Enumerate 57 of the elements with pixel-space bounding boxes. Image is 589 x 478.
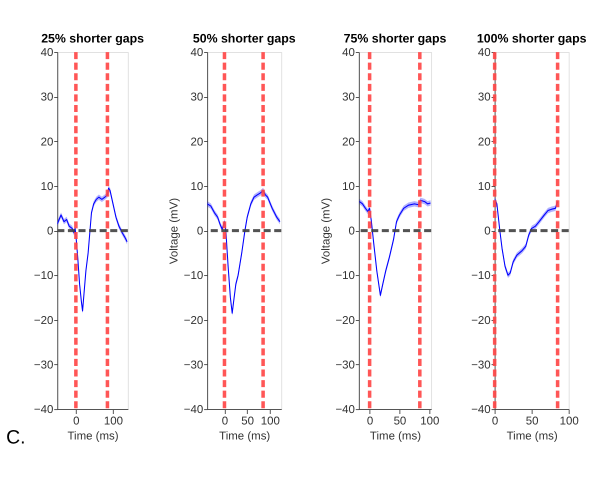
y-tick-label: −10: [471, 270, 491, 282]
y-tick-label: 30: [342, 92, 355, 104]
y-tick-label: −10: [184, 270, 204, 282]
x-axis-title: Time (ms): [506, 430, 558, 443]
y-tick-label: −30: [335, 360, 355, 372]
y-tick-label: 40: [342, 47, 355, 60]
y-tick-label: 20: [190, 136, 204, 148]
y-axis-title: Voltage (mV): [168, 198, 181, 264]
x-tick-label: 0: [366, 416, 374, 428]
y-tick-label: 20: [40, 136, 54, 148]
y-tick-label: −30: [34, 360, 54, 372]
y-tick-label: 10: [40, 180, 54, 193]
y-tick-label: −10: [34, 270, 54, 282]
y-tick-label: −20: [471, 314, 491, 327]
y-tick-label: 40: [190, 47, 204, 60]
y-axis-title: Voltage (mV): [320, 198, 332, 264]
y-tick-label: 10: [478, 180, 491, 193]
y-tick-label: 10: [190, 180, 204, 193]
x-tick-label: 50: [241, 416, 254, 428]
y-tick-label: 20: [342, 136, 355, 148]
chart-title: 100% shorter gaps: [476, 31, 587, 46]
chart-title: 50% shorter gaps: [192, 31, 296, 46]
y-tick-label: 10: [342, 180, 355, 193]
y-tick-label: 40: [40, 47, 54, 60]
text: C.: [6, 426, 26, 449]
chart-title: 25% shorter gaps: [41, 31, 144, 46]
y-tick-label: 0: [348, 226, 355, 238]
y-tick-label: 0: [484, 226, 491, 238]
y-tick-label: −20: [184, 314, 204, 327]
y-tick-label: −40: [34, 404, 54, 416]
x-tick-label: 50: [394, 416, 406, 428]
y-tick-label: 30: [190, 92, 204, 104]
y-tick-label: −30: [184, 360, 204, 372]
y-tick-label: 30: [40, 92, 54, 104]
x-axis-title: Time (ms): [219, 430, 270, 443]
chart-title: 75% shorter gaps: [344, 31, 447, 46]
x-tick-label: 100: [260, 416, 280, 428]
x-tick-label: 100: [560, 416, 579, 428]
y-tick-label: −20: [34, 314, 54, 327]
y-tick-label: 30: [478, 92, 491, 104]
x-axis-title: Time (ms): [67, 430, 119, 443]
y-tick-label: −40: [335, 404, 355, 416]
x-tick-label: 0: [222, 416, 228, 428]
x-tick-label: 0: [73, 416, 80, 428]
y-tick-label: 40: [478, 47, 491, 60]
x-axis-title: Time (ms): [370, 430, 422, 443]
x-tick-label: 100: [420, 416, 440, 428]
y-tick-label: −30: [471, 360, 491, 372]
y-tick-label: −10: [335, 270, 355, 282]
x-tick-label: 100: [104, 416, 123, 428]
y-tick-label: 0: [46, 226, 54, 238]
y-tick-label: −40: [471, 404, 491, 416]
y-tick-label: 0: [196, 226, 204, 238]
y-tick-label: 20: [478, 136, 491, 148]
y-tick-label: −20: [335, 314, 355, 327]
x-tick-label: 50: [526, 416, 539, 428]
y-tick-label: −40: [184, 404, 204, 416]
